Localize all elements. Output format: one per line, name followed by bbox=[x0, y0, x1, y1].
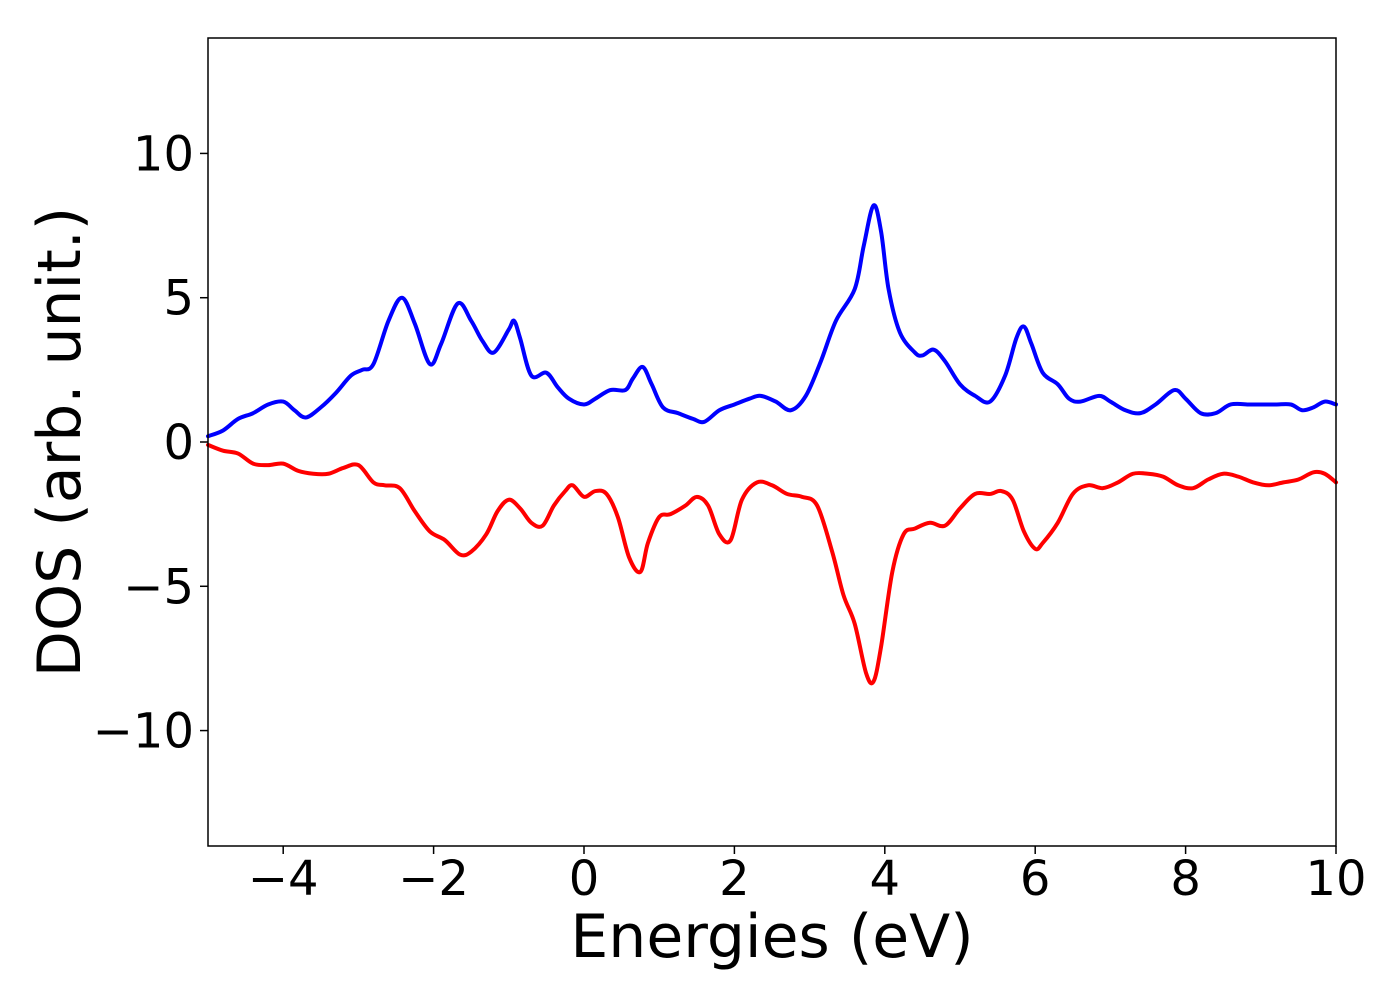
x-tick-label: −2 bbox=[398, 851, 469, 907]
y-tick-label: 0 bbox=[163, 415, 194, 471]
series-layer bbox=[206, 203, 1338, 686]
x-axis-label: Energies (eV) bbox=[570, 902, 973, 972]
x-tick-label: 4 bbox=[870, 851, 901, 907]
y-tick-label: −5 bbox=[123, 559, 194, 615]
plot-background bbox=[208, 38, 1336, 846]
y-tick-label: 5 bbox=[163, 271, 194, 327]
y-tick-label: 10 bbox=[133, 126, 194, 182]
x-tick-label: −4 bbox=[248, 851, 319, 907]
series-line-spin-up bbox=[206, 203, 1338, 439]
x-tick-label: 2 bbox=[719, 851, 750, 907]
x-tick-label: 8 bbox=[1170, 851, 1201, 907]
x-tick-label: 0 bbox=[569, 851, 600, 907]
y-tick-label: −10 bbox=[93, 704, 194, 760]
x-axis: −4 −2 0 2 4 6 8 10 bbox=[248, 846, 1367, 907]
x-tick-label: 10 bbox=[1305, 851, 1366, 907]
y-axis-label: DOS (arb. unit.) bbox=[25, 207, 95, 677]
series-line-spin-down bbox=[206, 442, 1338, 686]
y-axis: −10 −5 0 5 10 bbox=[93, 126, 208, 760]
x-tick-label: 6 bbox=[1020, 851, 1051, 907]
